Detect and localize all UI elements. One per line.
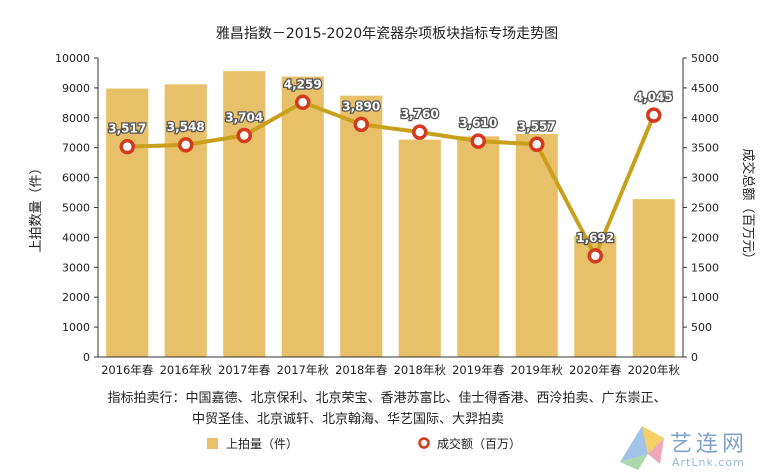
- x-tick-label: 2017年春: [218, 363, 271, 377]
- y-left-label: 上拍数量（件）: [29, 161, 44, 252]
- legend-bar-label: 上拍量（件）: [226, 436, 298, 451]
- left-tick-label: 10000: [55, 52, 90, 65]
- x-tick-label: 2018年春: [335, 363, 388, 377]
- data-label: 3,517: [108, 122, 146, 136]
- bar: [457, 136, 500, 357]
- line-point: [412, 124, 428, 140]
- left-tick-label: 7000: [62, 142, 90, 155]
- data-label: 4,045: [635, 90, 673, 104]
- data-label: 1,692: [576, 231, 614, 245]
- data-label: 4,259: [284, 77, 322, 91]
- artlnk-logo-icon: [620, 426, 664, 470]
- line-point: [646, 107, 662, 123]
- x-tick-label: 2020年春: [569, 363, 622, 377]
- bar: [106, 88, 149, 358]
- data-label: 3,760: [401, 107, 439, 121]
- right-tick-label: 2500: [691, 202, 719, 215]
- right-tick-label: 500: [691, 321, 712, 334]
- right-tick-label: 5000: [691, 52, 719, 65]
- line-series: 3,517 3,548 3,704 4,259 3,890 3,760 3,610 3,557…: [107, 76, 674, 264]
- bar: [223, 71, 266, 357]
- annotation-line-2: 中贸圣佳、北京诚轩、北京翰海、华艺国际、大羿拍卖: [192, 412, 504, 427]
- bar: [340, 95, 383, 357]
- right-tick-label: 2000: [691, 231, 719, 244]
- legend-line-label: 成交额（百万）: [437, 436, 521, 451]
- x-tick-label: 2016年春: [101, 363, 154, 377]
- right-tick-label: 4500: [691, 82, 719, 95]
- left-tick-label: 3000: [62, 261, 90, 274]
- left-tick-label: 6000: [62, 172, 90, 185]
- watermark: 艺连网 ArtLnk.com: [612, 418, 772, 474]
- left-tick-label: 5000: [62, 202, 90, 215]
- left-tick-label: 2000: [62, 291, 90, 304]
- left-axis: 0 1000 2000 3000 4000 5000 6000 7000 8000 9000 100…: [55, 52, 99, 364]
- legend-bar-swatch: [207, 438, 218, 449]
- x-tick-label: 2020年秋: [628, 363, 681, 377]
- data-label: 3,704: [225, 111, 263, 125]
- line-point: [587, 248, 603, 264]
- left-tick-label: 8000: [62, 112, 90, 125]
- line-point: [529, 136, 545, 153]
- x-tick-label: 2016年秋: [160, 363, 213, 377]
- bar-series: [106, 71, 675, 358]
- line-point: [295, 94, 311, 111]
- series-line: [127, 100, 656, 258]
- annotation-line-1: 指标拍卖行：中国嘉德、北京保利、北京荣宝、香港苏富比、佳士得香港、西泠拍卖、广东…: [107, 390, 666, 406]
- y-right-label: 成交总额（百万元）: [740, 148, 756, 265]
- left-tick-label: 4000: [62, 231, 90, 244]
- watermark-text-cn: 艺连网: [670, 432, 749, 457]
- line-point: [353, 116, 369, 133]
- data-label: 3,557: [518, 119, 556, 133]
- bar: [164, 84, 207, 357]
- x-tick-label: 2018年秋: [394, 363, 447, 377]
- chart-title: 雅昌指数－2015-2020年瓷器杂项板块指标专场走势图: [216, 26, 558, 42]
- watermark-text-en: ArtLnk.com: [672, 456, 745, 469]
- x-tick-label: 2019年秋: [511, 363, 564, 377]
- left-tick-label: 9000: [62, 82, 90, 95]
- right-tick-label: 3500: [691, 142, 719, 155]
- bar: [398, 139, 441, 357]
- right-tick-label: 1000: [691, 291, 719, 304]
- legend: 上拍量（件） 成交额（百万）: [207, 436, 521, 451]
- right-tick-label: 1500: [691, 261, 719, 274]
- legend-line-marker: [418, 437, 430, 449]
- bar: [281, 76, 324, 358]
- line-point: [119, 138, 135, 155]
- line-point: [236, 127, 252, 144]
- right-axis: 0 500 1000 1500 2000 2500 3000 3500 4000 4500 5000: [682, 52, 719, 364]
- data-label: 3,548: [167, 120, 205, 134]
- right-tick-label: 4000: [691, 112, 719, 125]
- data-label: 3,610: [459, 116, 497, 130]
- right-tick-label: 3000: [691, 172, 719, 185]
- line-point: [178, 137, 194, 153]
- x-tick-label: 2017年秋: [277, 363, 330, 377]
- data-label: 3,890: [342, 99, 380, 113]
- left-tick-label: 0: [83, 351, 90, 364]
- bar: [515, 133, 558, 357]
- left-tick-label: 1000: [62, 321, 90, 334]
- x-axis: 2016年春 2016年秋 2017年春 2017年秋 2018年春 2018年秋 2019…: [98, 356, 683, 377]
- bar: [632, 199, 675, 357]
- line-point: [470, 133, 486, 149]
- right-tick-label: 0: [691, 351, 698, 364]
- x-tick-label: 2019年春: [452, 363, 505, 377]
